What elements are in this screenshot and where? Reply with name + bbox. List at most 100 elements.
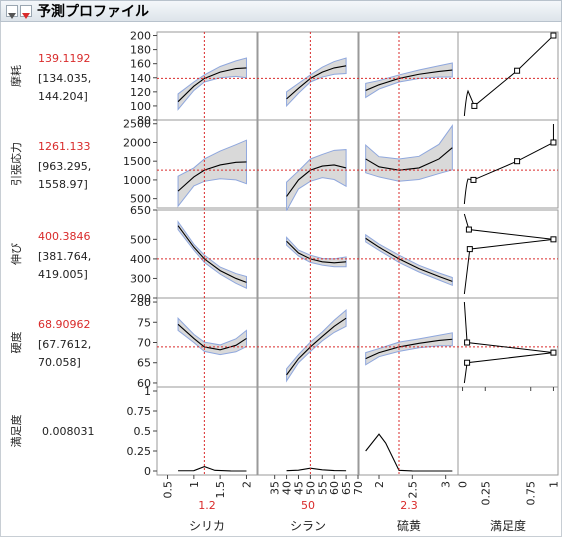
desirability-handle: [514, 158, 521, 165]
y-tick-label: 500: [130, 193, 151, 206]
y-tick-label: 160: [130, 58, 151, 71]
triangle-down-icon: [8, 13, 16, 19]
y-tick-label: 80: [137, 114, 151, 127]
y-tick-label: 70: [137, 337, 151, 350]
prediction-curve: [177, 161, 247, 192]
response-ci-high: 419.005]: [38, 268, 88, 281]
x-tick-label: 2: [240, 481, 253, 488]
profile-伸び-シラン: [286, 236, 347, 268]
y-tick-label: 2000: [123, 136, 151, 149]
x-tick-label: 0.25: [479, 481, 492, 506]
profile-摩耗-シラン: [286, 57, 347, 108]
desirability-curve: [463, 34, 554, 117]
panel-満足度-1: [257, 386, 359, 476]
desirability-handle: [464, 359, 471, 366]
profile-引張応力-硫黄: [365, 124, 453, 182]
y-tick-label: 65: [137, 357, 151, 370]
confidence-band: [177, 220, 247, 290]
response-value: 1261.133: [38, 140, 91, 153]
x-tick-label: 0.5: [162, 481, 175, 499]
page-title: 予測プロファイル: [37, 4, 149, 20]
profile-摩耗-硫黄: [365, 62, 453, 99]
prediction-curve: [177, 323, 247, 351]
factor-name: 硫黄: [397, 518, 421, 533]
response-value: 68.90962: [38, 318, 91, 331]
response-label-2: 伸び 400.3846 [381.764, 419.005]: [10, 230, 91, 281]
response-ci-high: 70.058]: [38, 356, 81, 369]
red-triangle-menu-icon: [22, 13, 30, 19]
y-tick-label: 75: [137, 316, 151, 329]
factor-current-value: 1.2: [198, 499, 216, 512]
desirability-axis-name: 満足度: [490, 518, 526, 533]
y-tick-label: 0.5: [134, 425, 152, 438]
response-name: 満足度: [9, 415, 23, 448]
x-tick-label: 2.5: [406, 481, 419, 499]
profile-硬度-硫黄: [365, 332, 453, 366]
x-tick-label: 0: [457, 481, 470, 488]
desirability-curve: [463, 124, 554, 205]
desirability-handle: [465, 226, 472, 233]
x-tick-label: 60: [328, 481, 341, 495]
y-tick-label: 200: [130, 292, 151, 305]
confidence-band: [286, 309, 347, 383]
desirability-fn-引張応力: [463, 124, 557, 205]
y-tick-label: 650: [130, 204, 151, 217]
red-triangle-menu-button[interactable]: [20, 5, 32, 19]
panel-伸び-3: [457, 209, 559, 299]
desirability-fn-摩耗: [463, 32, 557, 117]
response-name: 引張応力: [9, 142, 23, 186]
panel-摩耗-1: [257, 31, 359, 121]
y-tick-label: 1000: [123, 174, 151, 187]
desirability-fn-伸び: [463, 213, 557, 295]
confidence-band: [177, 139, 247, 208]
prediction-curve: [286, 467, 347, 472]
response-ci-high: 1558.97]: [38, 178, 88, 191]
panel-引張応力-3: [457, 119, 559, 209]
prediction-curve: [286, 317, 347, 376]
desirability-handle: [550, 236, 557, 243]
confidence-band: [177, 57, 247, 111]
x-tick-label: 50: [304, 481, 317, 495]
panel-満足度-0: [156, 386, 258, 476]
y-tick-label: 60: [137, 377, 151, 390]
prediction-curve: [365, 237, 453, 282]
x-tick-label: 0.75: [525, 481, 538, 506]
x-tick-label: 65: [340, 481, 353, 495]
response-ci-low: [67.7612,: [38, 338, 91, 351]
x-tick-label: 1: [547, 481, 560, 488]
desirability-handle: [470, 176, 477, 183]
prediction-curve: [365, 147, 453, 171]
response-name: 硬度: [9, 332, 23, 354]
profile-硬度-シラン: [286, 309, 347, 383]
desirability-fn-硬度: [463, 301, 557, 384]
confidence-band: [286, 57, 347, 108]
response-ci-low: [134.035,: [38, 72, 91, 85]
response-label-1: 引張応力 1261.133 [963.295, 1558.97]: [9, 140, 91, 191]
disclosure-button[interactable]: [6, 5, 18, 19]
prediction-curve: [286, 65, 347, 100]
profile-引張応力-シリカ: [177, 139, 247, 208]
y-tick-label: 200: [130, 30, 151, 43]
profiler-frame: [0, 22, 562, 537]
profile-満足度-硫黄: [365, 433, 453, 472]
panel-硬度-3: [457, 297, 559, 388]
prediction-curve: [177, 225, 247, 283]
factor-current-value: 2.3: [400, 499, 418, 512]
desirability-handle: [550, 32, 557, 39]
x-tick-label: 40: [281, 481, 294, 495]
prediction-curve: [178, 466, 247, 472]
profiler-header: 予測プロファイル: [0, 0, 562, 22]
y-tick-label: 0.25: [127, 445, 152, 458]
panel-伸び-2: [358, 209, 460, 299]
response-label-0: 摩耗 139.1192 [134.035, 144.204]: [9, 52, 91, 103]
factor-name: シリカ: [189, 519, 225, 533]
response-value: 400.3846: [38, 230, 91, 243]
y-tick-label: 100: [130, 100, 151, 113]
x-tick-label: 45: [292, 481, 305, 495]
y-tick-label: 0.75: [127, 405, 152, 418]
profile-満足度-シラン: [286, 467, 347, 472]
desirability-handle: [550, 349, 557, 356]
prediction-curve: [286, 164, 347, 197]
x-tick-label: 3: [440, 481, 453, 488]
